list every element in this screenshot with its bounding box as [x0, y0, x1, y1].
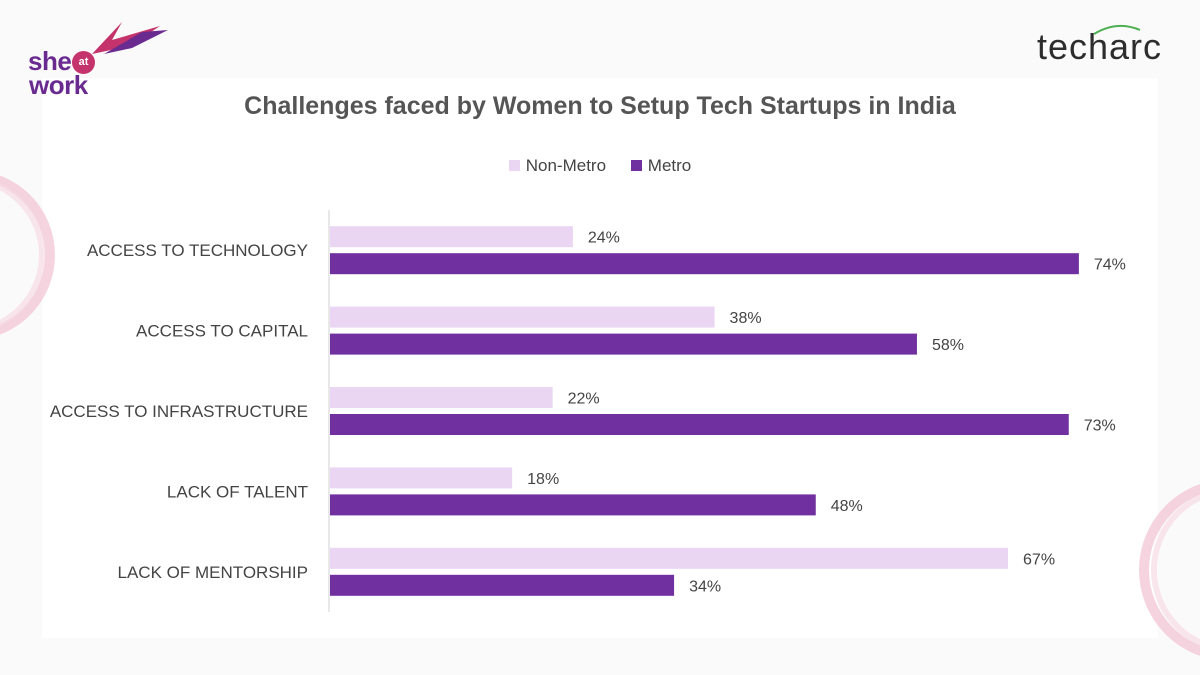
techarc-arc-icon — [1093, 24, 1141, 35]
legend-label-metro: Metro — [647, 156, 692, 175]
legend-swatch-non-metro — [508, 160, 520, 171]
decorative-ring-right — [1139, 484, 1200, 656]
legend-item-non-metro: Non-Metro — [508, 156, 607, 176]
chart-panel — [42, 78, 1158, 638]
chart-title: Challenges faced by Women to Setup Tech … — [244, 92, 956, 120]
logo-she-text: she — [28, 46, 72, 76]
wing-icon — [92, 22, 168, 54]
decorative-ring-left — [0, 175, 55, 335]
techarc-logo: techarc — [1036, 26, 1162, 67]
chart-legend: Non-Metro Metro — [0, 156, 1200, 176]
logo-at-badge: at — [72, 51, 95, 74]
logo-work-text: work — [29, 70, 88, 100]
legend-swatch-metro — [630, 160, 642, 171]
legend-item-metro: Metro — [630, 156, 692, 176]
legend-label-non-metro: Non-Metro — [525, 156, 607, 175]
sheatwork-logo: she at work — [22, 18, 172, 100]
